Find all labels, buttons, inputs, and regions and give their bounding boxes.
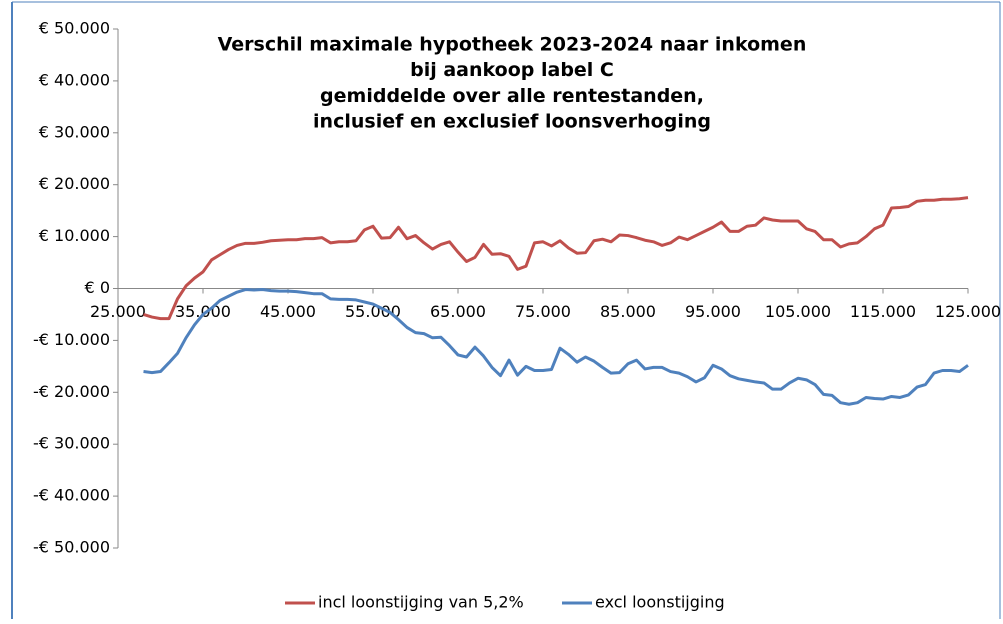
x-tick-label: 105.000 — [765, 302, 831, 321]
series-line — [143, 288, 969, 406]
y-tick-label: € 10.000 — [39, 226, 110, 245]
chart-title: bij aankoop label C — [410, 59, 614, 81]
chart-title: inclusief en exclusief loonsverhoging — [313, 111, 711, 133]
y-tick-label: -€ 50.000 — [33, 538, 110, 557]
x-tick-label: 125.000 — [935, 302, 1001, 321]
legend-label: incl loonstijging van 5,2% — [318, 593, 524, 612]
legend-label: excl loonstijging — [595, 593, 725, 612]
y-tick-label: € 40.000 — [39, 70, 110, 89]
series-line — [143, 196, 969, 321]
x-tick-label: 25.000 — [90, 302, 146, 321]
chart-title: gemiddelde over alle rentestanden, — [320, 85, 704, 107]
x-tick-label: 55.000 — [345, 302, 401, 321]
y-tick-label: € 0 — [85, 278, 110, 297]
x-tick-label: 95.000 — [685, 302, 741, 321]
x-tick-label: 45.000 — [260, 302, 316, 321]
x-tick-label: 35.000 — [175, 302, 231, 321]
y-tick-label: -€ 40.000 — [33, 486, 110, 505]
y-tick-label: € 30.000 — [39, 122, 110, 141]
y-tick-label: -€ 10.000 — [33, 330, 110, 349]
y-tick-label: € 20.000 — [39, 174, 110, 193]
chart-title: Verschil maximale hypotheek 2023-2024 na… — [218, 34, 807, 56]
x-tick-label: 75.000 — [515, 302, 571, 321]
y-tick-label: -€ 30.000 — [33, 434, 110, 453]
y-tick-label: € 50.000 — [39, 19, 110, 38]
x-tick-label: 85.000 — [600, 302, 656, 321]
x-tick-label: 65.000 — [430, 302, 486, 321]
y-tick-label: -€ 20.000 — [33, 382, 110, 401]
x-tick-label: 115.000 — [850, 302, 916, 321]
